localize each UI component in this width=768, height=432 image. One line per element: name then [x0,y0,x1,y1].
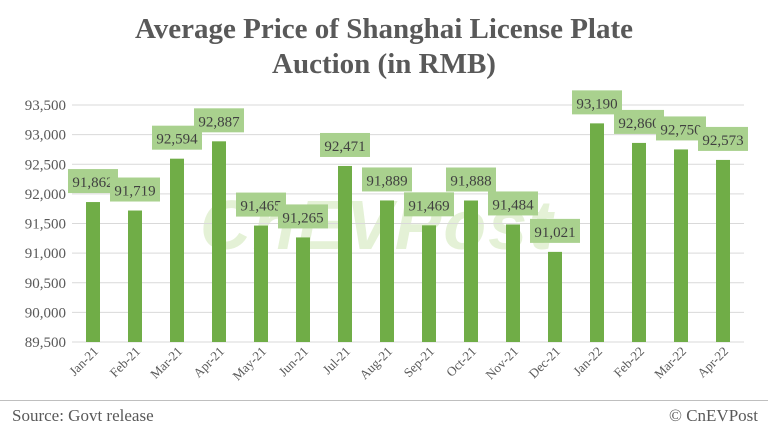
x-tick-label: Jul-21 [320,344,354,378]
data-label-box [152,125,202,150]
x-tick-label: Mar-21 [147,344,185,382]
title-line-2: Auction (in RMB) [272,48,496,80]
data-label: 92,750 [660,122,701,138]
bar [716,159,730,342]
x-tick-label: May-21 [229,344,269,384]
bar [254,225,268,342]
x-tick-label: Feb-22 [610,344,647,381]
data-label-box [446,167,496,192]
data-label-box [488,191,538,216]
bar [422,225,436,342]
data-label-box [698,126,748,151]
bar [506,224,520,342]
y-tick-label: 93,000 [25,128,66,144]
data-label-box [320,132,370,157]
bar [170,158,184,342]
y-tick-label: 93,500 [25,98,66,114]
bar [212,141,226,342]
data-label: 91,484 [492,197,534,213]
chart-title: Average Price of Shanghai License Plate … [0,12,768,82]
x-tick-label: Aug-21 [356,344,395,383]
data-label-box [572,90,622,115]
bar [674,149,688,342]
data-label: 91,465 [240,199,281,215]
data-label-box [530,218,580,243]
x-tick-label: Apr-21 [190,344,227,381]
bar [86,202,100,342]
bar [380,200,394,342]
data-label: 91,862 [72,175,113,191]
data-label-box [404,192,454,217]
data-label: 91,021 [534,225,575,241]
x-tick-label: Feb-21 [106,344,143,381]
data-label: 92,887 [198,114,240,130]
bar [464,200,478,342]
bar [632,142,646,342]
x-tick-label: Mar-22 [651,344,689,382]
x-tick-label: Sep-21 [400,344,437,381]
data-label: 91,889 [366,173,407,189]
data-label-box [110,177,160,202]
source-text: Source: Govt release [12,406,154,425]
data-label: 91,888 [450,174,491,190]
y-tick-label: 92,500 [25,157,66,173]
x-tick-label: Jan-21 [66,344,101,379]
data-label-box [236,192,286,217]
x-tick-label: Oct-21 [443,344,479,380]
data-label: 91,469 [408,198,449,214]
data-label-box [278,204,328,229]
data-label-box [194,108,244,133]
x-tick-label: Dec-21 [525,344,563,382]
credit-text: © CnEVPost [669,406,758,425]
footer-divider [0,400,768,401]
data-label: 92,594 [156,132,198,148]
y-tick-label: 91,000 [25,246,66,262]
data-label: 92,573 [702,133,743,149]
bar [338,165,352,342]
x-tick-label: Apr-22 [694,344,731,381]
x-tick-label: Jan-22 [570,344,605,379]
x-tick-label: Jun-21 [275,344,311,380]
data-label: 91,719 [114,184,155,200]
y-tick-label: 92,000 [25,187,66,203]
data-label: 92,471 [324,139,365,155]
bar [296,237,310,342]
bar [590,123,604,343]
x-tick-label: Nov-21 [482,344,521,383]
data-label: 92,860 [618,116,659,132]
data-label-box [362,167,412,192]
data-label-box [656,116,706,141]
y-tick-label: 90,500 [25,276,66,292]
title-line-1: Average Price of Shanghai License Plate [135,13,633,45]
data-label: 91,265 [282,210,323,226]
data-label-box [614,109,664,134]
bar [548,251,562,342]
y-tick-label: 89,500 [25,335,66,351]
bar [128,210,142,342]
data-label-box [68,169,118,194]
data-label: 93,190 [576,96,617,112]
y-tick-label: 91,500 [25,217,66,233]
y-tick-label: 90,000 [25,305,66,321]
